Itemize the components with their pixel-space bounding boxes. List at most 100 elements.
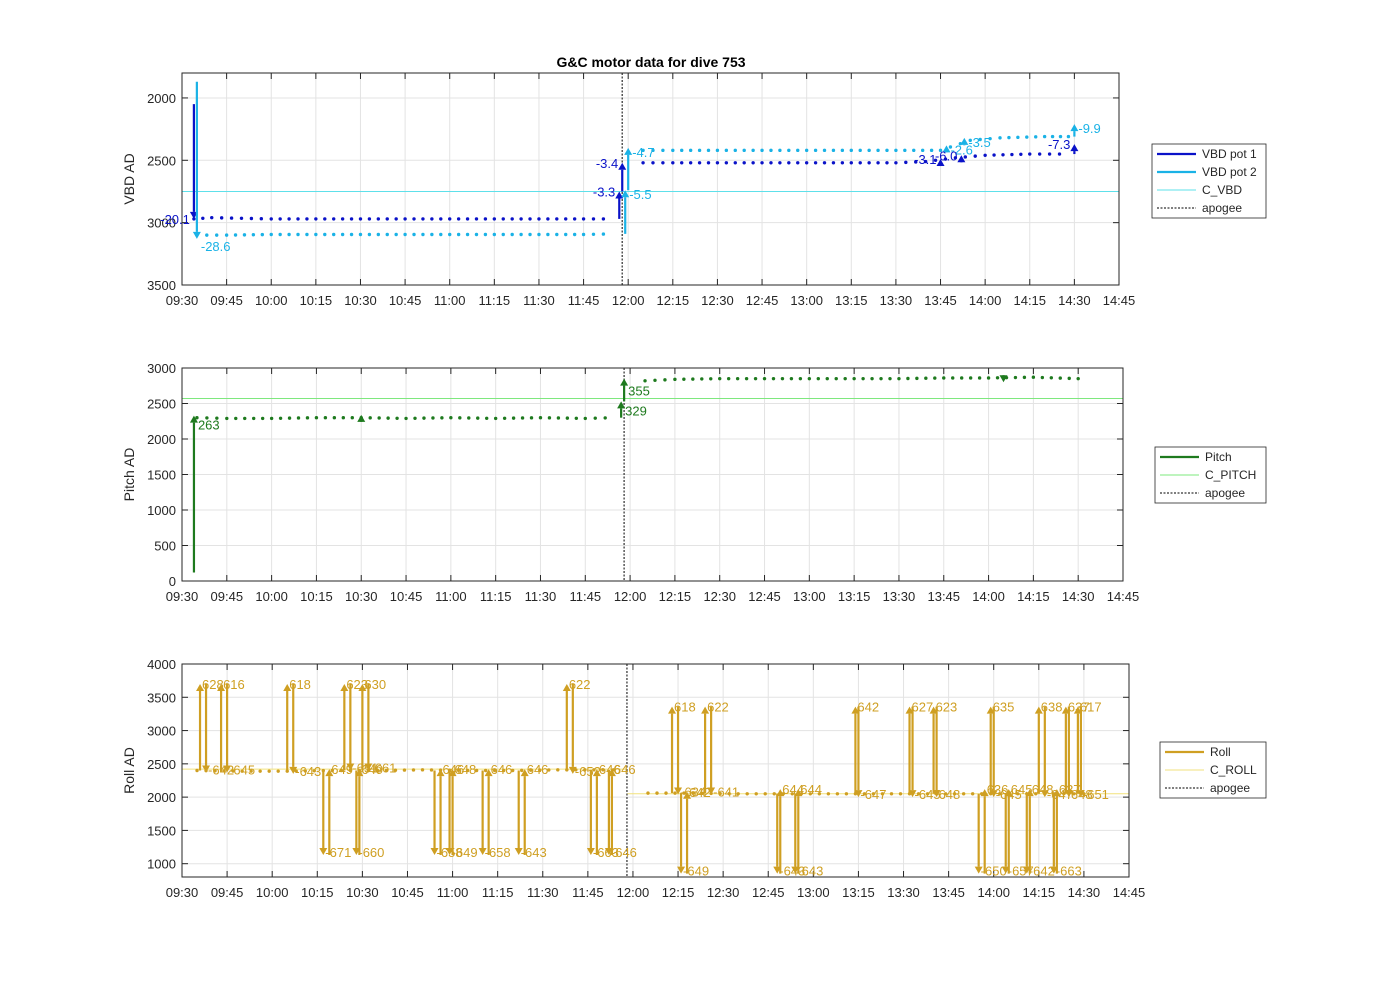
data-point [465,217,470,221]
data-point [916,792,921,796]
data-point [519,232,523,237]
data-point [224,233,229,237]
data-point [943,157,948,161]
data-point [583,416,587,421]
y-tick-label: 3500 [147,690,176,705]
data-point [448,217,452,221]
data-point [591,232,596,236]
data-point [938,148,943,153]
data-point [664,791,668,795]
data-point [751,161,755,165]
event-label: 618 [674,700,696,715]
data-point [556,416,561,420]
data-point [519,217,523,221]
event-arrow-head [1070,144,1079,152]
plot-content [182,73,1119,285]
x-tick-label: 13:15 [835,293,868,308]
y-axis-label: Roll AD [121,747,137,794]
data-point [294,769,298,773]
event-label: 630 [364,677,386,692]
event-label: 649 [331,762,353,777]
data-point [807,376,812,381]
data-point [529,768,533,772]
y-tick-label: 3000 [147,216,176,231]
data-point [583,768,587,772]
data-point [339,768,344,773]
event-arrow-head [478,848,487,856]
data-point [992,153,996,157]
event-arrow-head [942,145,951,153]
data-point [885,148,889,153]
data-point [852,376,856,381]
data-point [215,416,219,420]
x-tick-label: 14:00 [972,589,1005,604]
panel-vbd: 09:30 09:45 10:00 10:15 10:30 10:45 11:00 11:15… [121,72,1267,308]
data-point [682,377,686,381]
y-tick-label: 2500 [147,153,176,168]
data-point [593,416,597,420]
data-point [430,232,434,237]
x-tick-label: 14:00 [969,293,1002,308]
data-point [912,148,916,153]
event-arrow-head [974,866,983,874]
event-arrow-head [568,766,577,774]
event-arrow-head [484,769,493,777]
data-point [879,376,883,381]
x-tick-label: 12:45 [752,885,785,900]
x-tick-label: 12:00 [614,589,647,604]
data-point [733,148,737,153]
data-point [715,161,720,165]
event-label: 617 [1080,700,1102,715]
event-arrow-head [936,159,945,167]
data-point [421,232,425,237]
data-point [278,232,282,237]
event-label: -642 [208,762,234,777]
event-label: -28.6 [201,239,231,254]
data-point [753,376,758,381]
event-label: 648 [1032,782,1054,797]
data-point [341,416,346,420]
event-label: -649 [683,864,709,879]
data-point [787,148,791,153]
data-point [314,217,318,221]
data-point [474,768,479,773]
event-label: -634 [680,784,706,799]
data-point [1066,134,1071,139]
data-point [581,217,586,221]
data-point [1034,135,1038,139]
data-point [1067,376,1071,381]
data-point [840,148,845,153]
event-arrow-head [436,769,445,777]
data-point [671,161,675,165]
y-tick-label: 3500 [147,278,176,293]
data-point [456,232,461,237]
x-tick-label: 09:45 [210,293,243,308]
event-arrow-head [1004,789,1013,797]
y-tick-label: 2500 [147,757,176,772]
data-point [314,232,318,237]
data-point [762,376,767,381]
data-point [772,792,776,796]
data-point [528,217,532,221]
data-point [867,148,871,153]
data-point [572,232,577,237]
event-arrow-head [674,787,683,795]
data-point [195,768,199,773]
axes-frame [181,72,1120,286]
event-arrow-head [289,766,298,774]
data-point [413,416,417,420]
data-point [724,148,729,153]
x-tick-label: 10:00 [256,885,289,900]
event-label: -2.6 [950,142,972,157]
event-label: -3.3 [593,184,615,199]
data-point [240,769,244,773]
data-point [671,148,675,153]
data-point [787,161,791,165]
event-label: -645 [996,787,1022,802]
data-point [394,217,398,221]
legend-box [1151,143,1267,219]
data-point [742,148,746,153]
event-arrow-head [202,765,211,773]
x-tick-label: 11:00 [435,589,467,604]
data-point [804,161,809,165]
